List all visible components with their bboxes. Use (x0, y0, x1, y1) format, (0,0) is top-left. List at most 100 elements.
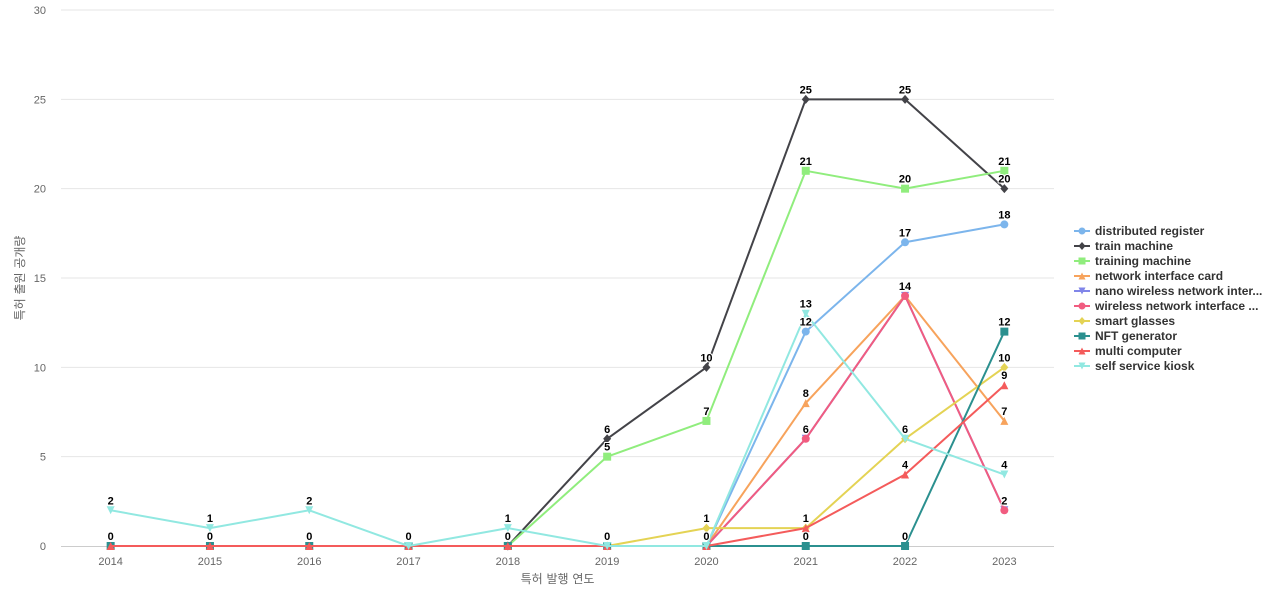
data-label: 6 (902, 424, 908, 436)
legend-item-smart-glasses[interactable]: smart glasses (1074, 314, 1175, 328)
data-point-marker (801, 166, 810, 175)
y-tick-label: 0 (40, 541, 46, 553)
legend-marker (1078, 317, 1086, 325)
data-label: 4 (1001, 460, 1008, 472)
y-tick-label: 15 (34, 273, 46, 285)
data-point-marker (702, 416, 711, 425)
data-point-marker (901, 238, 910, 247)
x-tick-label: 2023 (992, 556, 1016, 568)
x-tick-label: 2014 (98, 556, 122, 568)
data-label: 7 (703, 406, 709, 418)
legend-label: self service kiosk (1095, 359, 1195, 373)
x-tick-label: 2015 (198, 556, 222, 568)
series-line (705, 294, 1006, 547)
data-point-marker (205, 524, 214, 533)
series-line (109, 384, 1006, 547)
data-label: 4 (902, 460, 909, 472)
legend-item-network-interface-card[interactable]: network interface card (1074, 269, 1223, 283)
legend-marker (1078, 242, 1086, 250)
series-self-service-kiosk (106, 309, 1009, 550)
x-tick-label: 2020 (694, 556, 718, 568)
legend-label: smart glasses (1095, 314, 1175, 328)
x-axis-title: 특허 발행 연도 (521, 571, 595, 586)
data-point-marker (503, 542, 512, 550)
x-tick-label: 2019 (595, 556, 619, 568)
data-label: 12 (800, 317, 812, 329)
data-label: 9 (1001, 370, 1007, 382)
legend-item-nft-generator[interactable]: NFT generator (1074, 329, 1177, 343)
legend-marker (1078, 362, 1086, 370)
data-point-marker (106, 506, 115, 515)
legend-marker (1078, 347, 1086, 355)
data-label: 12 (998, 317, 1010, 329)
data-point-marker (503, 524, 512, 533)
y-tick-label: 30 (34, 5, 46, 17)
legend-item-multi-computer[interactable]: multi computer (1074, 344, 1182, 358)
legend-marker (1078, 272, 1086, 280)
data-label: 6 (803, 424, 809, 436)
series-train-machine (503, 94, 1009, 551)
legend-marker (1078, 302, 1086, 310)
x-tick-label: 2016 (297, 556, 321, 568)
legend-label: train machine (1095, 239, 1173, 253)
data-point-marker (1000, 184, 1009, 194)
data-label: 0 (108, 531, 114, 543)
data-point-marker (404, 542, 413, 550)
data-label: 0 (803, 531, 809, 543)
data-point-marker (901, 434, 910, 443)
x-tick-label: 2018 (496, 556, 520, 568)
data-point-marker (901, 542, 910, 550)
data-label: 8 (803, 388, 809, 400)
data-label: 10 (998, 352, 1010, 364)
data-point-marker (305, 506, 314, 515)
data-point-marker (205, 542, 214, 550)
data-point-marker (603, 434, 612, 444)
data-point-marker (901, 470, 910, 479)
data-label: 0 (207, 531, 213, 543)
series-line (109, 330, 1006, 547)
data-point-marker (1000, 327, 1009, 336)
legend-item-nano-wireless-network-inter[interactable]: nano wireless network inter... (1074, 284, 1262, 298)
series-line (705, 294, 1006, 547)
data-label: 0 (405, 531, 411, 543)
data-label: 5 (604, 442, 610, 454)
legend-label: nano wireless network inter... (1095, 284, 1262, 298)
data-point-marker (901, 94, 910, 104)
legend-label: distributed register (1095, 224, 1205, 238)
data-point-marker (1000, 362, 1009, 372)
data-label: 25 (899, 84, 911, 96)
legend-label: training machine (1095, 254, 1191, 268)
series-line (506, 169, 1006, 547)
data-label: 1 (703, 513, 709, 525)
legend-marker (1078, 257, 1086, 265)
legend-item-training-machine[interactable]: training machine (1074, 254, 1191, 268)
legend-item-train-machine[interactable]: train machine (1074, 239, 1173, 253)
data-point-marker (1000, 416, 1009, 425)
legend-label: wireless network interface ... (1094, 299, 1258, 313)
data-label: 0 (505, 531, 511, 543)
series-line (705, 294, 1006, 547)
series-line (506, 98, 1006, 547)
data-point-marker (901, 291, 910, 300)
data-point-marker (801, 94, 810, 104)
data-point-marker (1000, 381, 1009, 390)
legend-item-self-service-kiosk[interactable]: self service kiosk (1074, 359, 1195, 373)
data-point-marker (801, 542, 810, 550)
grid-layer (61, 9, 1054, 458)
legend-item-wireless-network-interface[interactable]: wireless network interface ... (1074, 299, 1258, 313)
data-label: 18 (998, 209, 1010, 221)
data-point-marker (801, 524, 810, 533)
legend-label: NFT generator (1095, 329, 1177, 343)
data-point-marker (702, 362, 711, 372)
legend-label: network interface card (1095, 269, 1223, 283)
y-tick-label: 10 (34, 362, 46, 374)
series-line (109, 312, 1006, 547)
data-label: 25 (800, 84, 812, 96)
data-point-marker (801, 309, 810, 318)
legend-item-distributed-register[interactable]: distributed register (1074, 224, 1205, 238)
data-label: 0 (703, 531, 709, 543)
